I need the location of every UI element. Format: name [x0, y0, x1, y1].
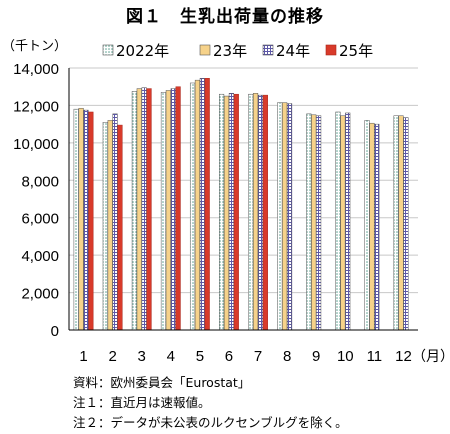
bar	[170, 88, 176, 331]
legend-swatch	[325, 44, 337, 56]
bar	[107, 120, 113, 331]
bar	[219, 93, 225, 331]
bar	[233, 93, 239, 331]
notes: 資料：欧州委員会「Eurostat」 注１：直近月は速報値。 注２：データが未公…	[73, 373, 348, 433]
bar	[257, 94, 264, 331]
bar	[117, 124, 123, 331]
bar	[262, 94, 268, 331]
bar	[131, 91, 137, 331]
x-axis-unit: （月）	[412, 349, 450, 365]
bar	[141, 87, 147, 331]
bar	[316, 115, 322, 331]
y-tick-label: 2,000	[21, 286, 59, 303]
bar	[189, 82, 196, 331]
x-tick-label: 10	[337, 348, 354, 365]
y-tick-label: 0	[51, 323, 59, 340]
bar	[253, 93, 259, 331]
y-tick-label: 6,000	[21, 211, 59, 228]
bar	[160, 92, 166, 331]
y-tick-label: 4,000	[21, 248, 59, 265]
legend-swatch	[199, 44, 211, 56]
bar-chart: 0 2,000 4,000 6,000 8,000 10,000 12,000 14,000 1…	[2, 39, 450, 365]
bar	[102, 122, 108, 331]
x-tick-label: 6	[225, 348, 233, 365]
x-tick-label: 1	[79, 348, 87, 365]
x-tick-label: 2	[108, 348, 116, 365]
bar	[287, 103, 293, 331]
x-tick-label: 5	[196, 348, 204, 365]
bar	[228, 93, 234, 331]
y-tick-label: 12,000	[13, 98, 59, 115]
bar	[175, 86, 181, 331]
note-1: 注１：直近月は速報値。	[73, 395, 211, 410]
x-tick-label: 11	[367, 348, 383, 365]
bar	[112, 113, 118, 331]
bar	[282, 102, 288, 331]
bar	[88, 111, 94, 331]
x-tick-label: 12	[395, 348, 412, 365]
x-tick-label: 4	[167, 348, 175, 365]
bar	[204, 78, 210, 331]
bar	[335, 111, 341, 331]
bar	[340, 115, 346, 331]
bar	[393, 115, 399, 331]
bar	[311, 114, 317, 331]
bar	[345, 112, 351, 331]
note-2: 注２：データが未公表のルクセンブルグを除く。	[73, 415, 348, 430]
y-tick-label: 14,000	[13, 61, 59, 78]
bar	[374, 123, 380, 331]
bar	[165, 90, 171, 331]
bar	[199, 78, 205, 331]
bar	[83, 109, 89, 331]
legend-label: 2022年	[116, 42, 169, 60]
y-tick-label: 8,000	[21, 173, 59, 190]
legend-label: 24年	[276, 42, 310, 60]
chart-title: 図１ 生乳出荷量の推移	[126, 7, 324, 27]
bar	[364, 120, 370, 331]
bar	[146, 88, 152, 331]
legend-swatch	[262, 44, 274, 56]
x-tick-label: 8	[283, 348, 291, 365]
x-tick-label: 9	[312, 348, 320, 365]
bar	[277, 102, 283, 331]
bar	[248, 93, 254, 331]
bar	[306, 113, 312, 331]
legend-label: 23年	[213, 42, 247, 60]
y-axis-unit: （千トン）	[2, 39, 67, 54]
bar	[194, 79, 200, 331]
x-tick-label: 7	[254, 348, 262, 365]
bar	[136, 88, 142, 331]
bar	[78, 107, 84, 331]
bar	[398, 115, 404, 331]
legend-label: 25年	[339, 42, 373, 60]
legend-swatch	[102, 44, 114, 56]
y-tick-label: 10,000	[13, 136, 59, 153]
bar	[73, 108, 79, 331]
source-note: 資料：欧州委員会「Eurostat」	[73, 375, 251, 390]
x-tick-label: 3	[138, 348, 146, 365]
bar	[369, 122, 375, 331]
bar	[403, 117, 409, 331]
bar	[223, 95, 230, 331]
